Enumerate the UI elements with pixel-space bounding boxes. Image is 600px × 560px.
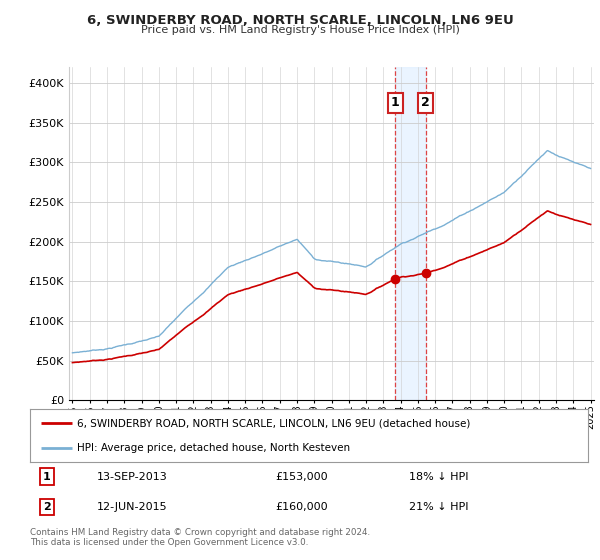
Text: 2: 2 [421,96,430,109]
Text: 6, SWINDERBY ROAD, NORTH SCARLE, LINCOLN, LN6 9EU: 6, SWINDERBY ROAD, NORTH SCARLE, LINCOLN… [86,14,514,27]
Text: Price paid vs. HM Land Registry's House Price Index (HPI): Price paid vs. HM Land Registry's House … [140,25,460,35]
Bar [395,67,425,400]
Text: 6, SWINDERBY ROAD, NORTH SCARLE, LINCOLN, LN6 9EU (detached house): 6, SWINDERBY ROAD, NORTH SCARLE, LINCOLN… [77,418,471,428]
Text: 1: 1 [391,96,400,109]
Text: 13-SEP-2013: 13-SEP-2013 [97,472,168,482]
Text: 1: 1 [43,472,50,482]
Text: £153,000: £153,000 [275,472,328,482]
Text: 2: 2 [43,502,50,512]
Text: 18% ↓ HPI: 18% ↓ HPI [409,472,469,482]
Text: 21% ↓ HPI: 21% ↓ HPI [409,502,469,512]
Text: Contains HM Land Registry data © Crown copyright and database right 2024.
This d: Contains HM Land Registry data © Crown c… [30,528,370,547]
Text: £160,000: £160,000 [275,502,328,512]
Text: 12-JUN-2015: 12-JUN-2015 [97,502,167,512]
Text: HPI: Average price, detached house, North Kesteven: HPI: Average price, detached house, Nort… [77,442,350,452]
